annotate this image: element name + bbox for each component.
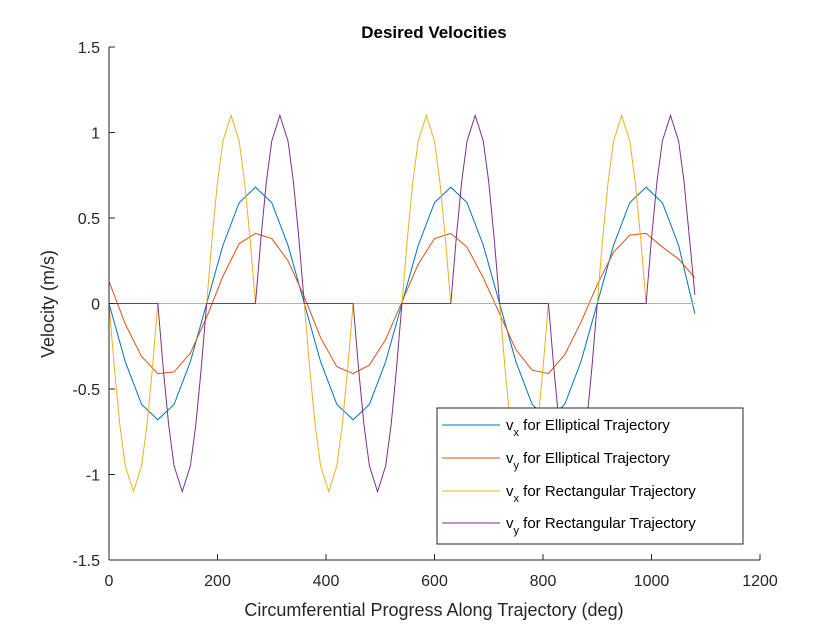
y-tick-label: -1 [86, 468, 100, 485]
y-tick-label: 1 [91, 126, 100, 143]
x-tick-label: 0 [105, 573, 114, 590]
legend-entry-2: vy for Elliptical Trajectory [506, 450, 670, 472]
y-axis-ticks: -1.5 -1 -0.5 0 0.5 1 1.5 [72, 40, 115, 570]
y-tick-label: -1.5 [72, 553, 100, 570]
y-tick-label: 0 [91, 297, 100, 314]
legend-entry-4: vy for Rectangular Trajectory [506, 515, 696, 537]
x-tick-label: 400 [313, 573, 340, 590]
y-tick-label: -0.5 [72, 382, 100, 399]
legend-box [436, 407, 744, 545]
y-axis-label: Velocity (m/s) [38, 250, 58, 358]
y-tick-label: 1.5 [78, 40, 100, 57]
chart-title: Desired Velocities [361, 23, 507, 42]
x-tick-label: 200 [204, 573, 231, 590]
x-tick-label: 1200 [742, 573, 778, 590]
x-tick-label: 600 [421, 573, 448, 590]
legend: vx for Elliptical Trajectory vy for Ellip… [436, 407, 744, 545]
x-axis-label: Circumferential Progress Along Trajector… [244, 600, 623, 620]
x-tick-label: 1000 [634, 573, 670, 590]
series-line-4 [109, 113, 696, 494]
x-tick-label: 800 [530, 573, 557, 590]
x-axis-ticks: 0 200 400 600 800 1000 1200 [105, 554, 778, 590]
legend-entry-1: vx for Elliptical Trajectory [506, 417, 670, 439]
y-tick-label: 0.5 [78, 211, 100, 228]
plot-area [108, 113, 696, 494]
legend-entry-3: vx for Rectangular Trajectory [506, 483, 696, 505]
